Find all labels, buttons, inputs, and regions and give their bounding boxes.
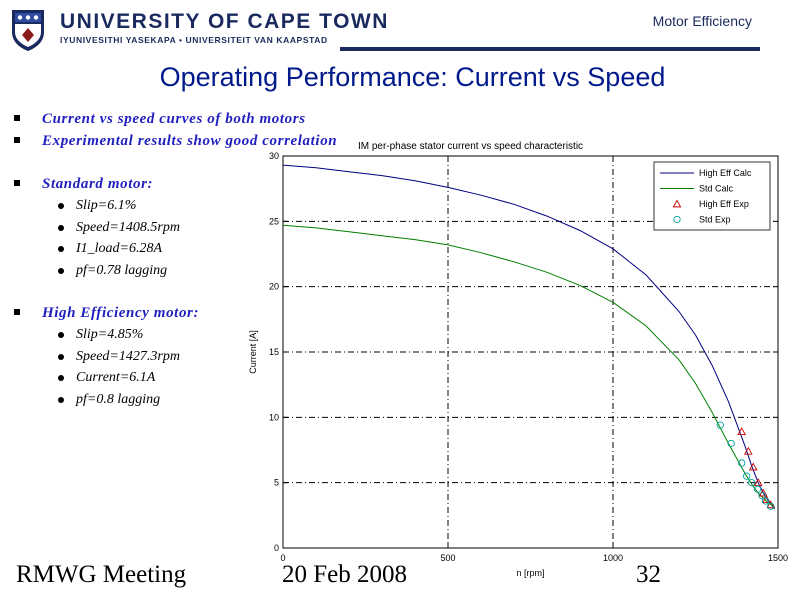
x-tick-label: 1000 bbox=[603, 553, 623, 563]
sub-bullet-text: I1_load=6.28A bbox=[76, 241, 163, 256]
y-tick-label: 15 bbox=[269, 347, 279, 357]
sub-bullet-item: pf=0.8 lagging bbox=[14, 389, 394, 411]
data-point-3 bbox=[761, 497, 770, 505]
bullet-dot-icon bbox=[58, 396, 64, 403]
data-point-3 bbox=[758, 492, 766, 500]
legend-label: High Eff Exp bbox=[699, 199, 749, 209]
legend-swatch bbox=[673, 215, 681, 224]
y-tick-label: 25 bbox=[269, 216, 279, 226]
bullet-text: Experimental results show good correlati… bbox=[42, 133, 338, 149]
data-point-3 bbox=[747, 479, 756, 487]
bullet-dot-icon bbox=[58, 246, 64, 252]
sub-bullet-text: Current=6.1A bbox=[76, 370, 156, 385]
standard-motor-heading: Standard motor: bbox=[42, 176, 154, 192]
bullet-dot-icon bbox=[58, 332, 64, 338]
sub-bullet-text: Slip=4.85% bbox=[76, 327, 144, 342]
bullet-dot-icon bbox=[58, 224, 64, 231]
university-crest-icon bbox=[12, 10, 44, 51]
y-tick-label: 0 bbox=[274, 543, 279, 553]
header-divider bbox=[340, 47, 760, 51]
data-point-3 bbox=[716, 421, 724, 429]
sub-bullet-text: Speed=1427.3rpm bbox=[76, 348, 180, 364]
sub-bullet-item: pf=0.78 lagging bbox=[14, 260, 394, 282]
data-point-3 bbox=[727, 439, 735, 448]
bullet-dot-icon bbox=[58, 267, 64, 274]
data-point-3 bbox=[753, 485, 762, 493]
bullet-text: Current vs speed curves of both motors bbox=[42, 111, 306, 127]
sub-bullet-item: Slip=6.1% bbox=[14, 195, 394, 217]
university-name: UNIVERSITY OF CAPE TOWN bbox=[60, 10, 389, 33]
x-tick-label: 0 bbox=[280, 553, 285, 563]
footer-page-number: 32 bbox=[636, 561, 661, 588]
data-point-2 bbox=[737, 427, 747, 436]
sub-bullet-item: Speed=1427.3rpm bbox=[14, 346, 394, 368]
sub-bullet-text: Slip=6.1% bbox=[76, 198, 137, 213]
bullet-item: High Efficiency motor: bbox=[14, 302, 394, 324]
bullet-item: Current vs speed curves of both motors bbox=[14, 108, 394, 130]
y-axis-label: Current [A] bbox=[248, 330, 258, 374]
series-line-0 bbox=[282, 164, 776, 510]
slide-title: Operating Performance: Current vs Speed bbox=[159, 62, 666, 92]
legend-label: Std Exp bbox=[699, 215, 731, 225]
legend-label: Std Calc bbox=[699, 184, 734, 194]
legend-label: High Eff Calc bbox=[699, 168, 752, 178]
high-eff-motor-heading: High Efficiency motor: bbox=[42, 305, 200, 321]
sub-bullet-item: Current=6.1A bbox=[14, 367, 394, 389]
sub-bullet-item: Speed=1408.5rpm bbox=[14, 217, 394, 239]
sub-bullet-item: I1_load=6.28A bbox=[14, 238, 394, 260]
sub-bullet-text: pf=0.78 lagging bbox=[76, 262, 168, 278]
data-point-2 bbox=[753, 478, 763, 486]
header-topic: Motor Efficiency bbox=[652, 13, 752, 29]
x-tick-label: 500 bbox=[440, 553, 455, 563]
bullet-dot-icon bbox=[58, 353, 64, 360]
y-tick-label: 10 bbox=[269, 412, 279, 422]
bullet-square-icon bbox=[14, 180, 20, 186]
legend-swatch bbox=[672, 199, 682, 208]
university-subtitle: IYUNIVESITHI YASEKAPA • UNIVERSITEIT VAN… bbox=[60, 35, 328, 45]
bullet-item: Experimental results show good correlati… bbox=[14, 130, 394, 152]
current-speed-chart: 0 500 1000 1500 0 5 10 15 20 25 30 IM per-phase sta… bbox=[248, 141, 788, 578]
y-tick-label: 30 bbox=[269, 151, 279, 161]
sub-bullet-item: Slip=4.85% bbox=[14, 324, 394, 346]
bullet-square-icon bbox=[14, 115, 20, 121]
chart-title: IM per-phase stator current vs speed cha… bbox=[358, 141, 583, 152]
y-tick-label: 5 bbox=[274, 478, 279, 488]
data-point-2 bbox=[743, 446, 753, 455]
y-tick-label: 20 bbox=[269, 282, 279, 292]
sub-bullet-text: pf=0.8 lagging bbox=[76, 391, 161, 407]
footer-date: 20 Feb 2008 bbox=[282, 561, 407, 588]
bullet-dot-icon bbox=[58, 203, 64, 209]
bullet-square-icon bbox=[14, 137, 20, 143]
data-point-3 bbox=[742, 472, 751, 480]
sub-bullet-text: Speed=1408.5rpm bbox=[76, 219, 180, 235]
bullet-dot-icon bbox=[58, 375, 64, 381]
x-tick-label: 1500 bbox=[768, 553, 788, 563]
data-point-3 bbox=[738, 459, 746, 467]
bullet-list: Current vs speed curves of both motors E… bbox=[14, 108, 394, 410]
bullet-square-icon bbox=[14, 309, 20, 315]
x-axis-label: n [rpm] bbox=[516, 568, 544, 578]
footer-meeting: RMWG Meeting bbox=[16, 561, 187, 588]
bullet-item: Standard motor: bbox=[14, 173, 394, 195]
data-point-2 bbox=[748, 462, 758, 471]
data-point-2 bbox=[766, 500, 776, 509]
data-point-3 bbox=[767, 502, 775, 510]
series-line-1 bbox=[282, 224, 776, 508]
